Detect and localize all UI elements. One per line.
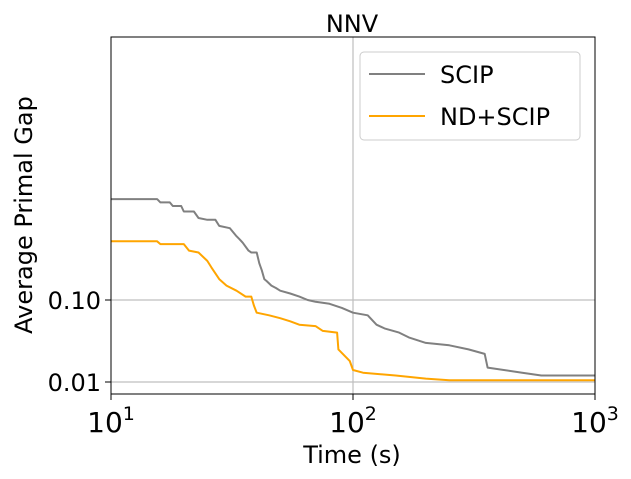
x-tick-label: 103 bbox=[571, 403, 619, 439]
x-axis: 101 102 103 bbox=[87, 394, 619, 439]
legend-label-scip: SCIP bbox=[440, 61, 494, 89]
y-tick-label: 0.01 bbox=[48, 369, 101, 397]
series-line-nd-scip bbox=[111, 240, 595, 382]
grid-lines bbox=[111, 37, 595, 394]
y-tick-label: 0.10 bbox=[48, 287, 101, 315]
x-tick-label: 102 bbox=[329, 403, 377, 439]
x-axis-label: Time (s) bbox=[302, 441, 401, 469]
series-line-scip bbox=[111, 198, 595, 377]
y-axis: 0.10 0.01 bbox=[48, 287, 111, 397]
chart-title: NNV bbox=[326, 10, 379, 38]
y-axis-label: Average Primal Gap bbox=[10, 96, 38, 334]
x-tick-label: 101 bbox=[87, 403, 135, 439]
legend-label-nd-scip: ND+SCIP bbox=[440, 103, 550, 131]
plot-area bbox=[111, 198, 595, 382]
legend: SCIP ND+SCIP bbox=[359, 51, 581, 141]
